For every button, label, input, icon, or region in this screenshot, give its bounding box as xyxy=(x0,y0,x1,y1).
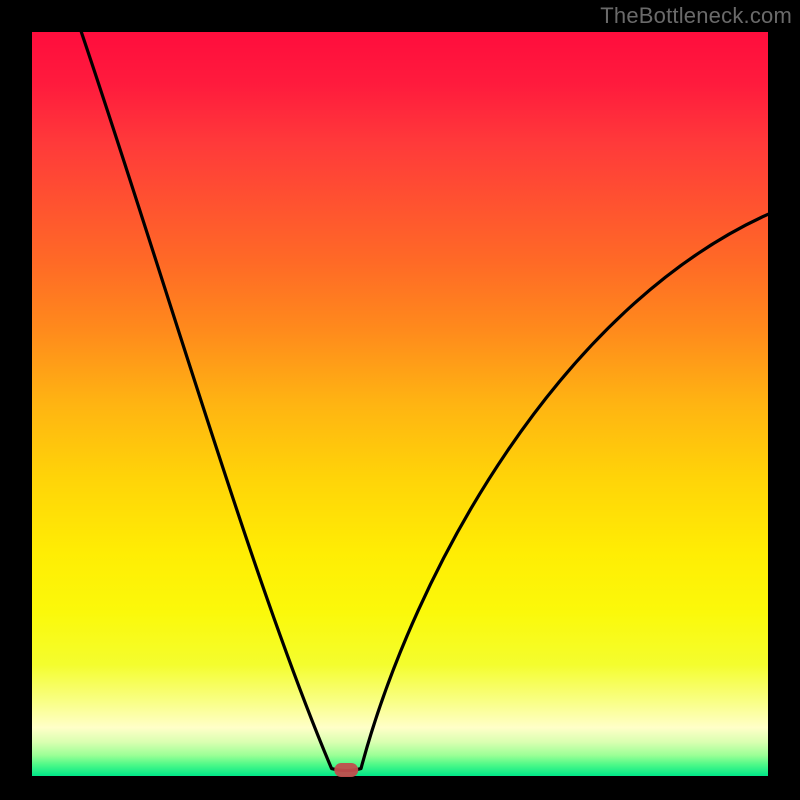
plot-background xyxy=(32,32,768,776)
bottleneck-chart xyxy=(0,0,800,800)
watermark-text: TheBottleneck.com xyxy=(600,3,792,29)
chart-container: TheBottleneck.com xyxy=(0,0,800,800)
optimal-marker xyxy=(334,763,358,777)
